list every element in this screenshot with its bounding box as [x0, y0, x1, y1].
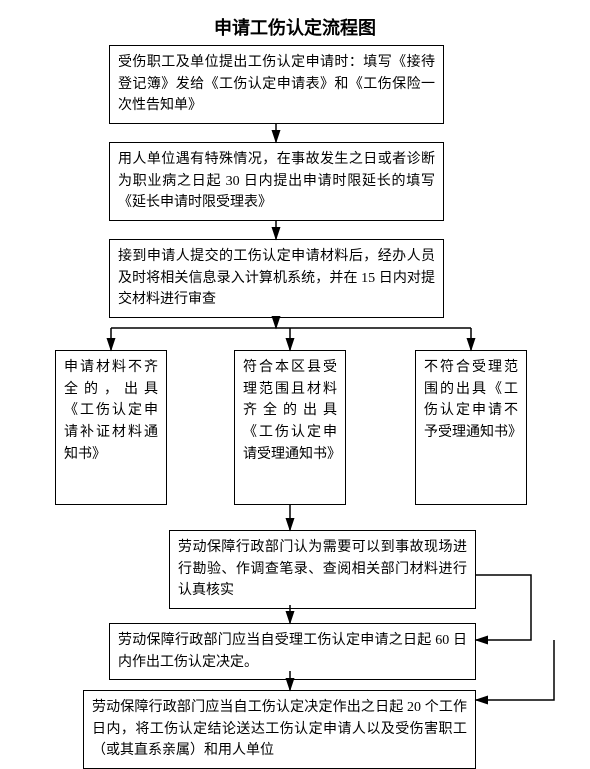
node-branch-rejected: 不符合受理范围的出具《工伤认定申请不予受理通知书》 — [415, 350, 527, 505]
node-step5: 劳动保障行政部门应当自受理工伤认定申请之日起 60 日内作出工伤认定决定。 — [109, 623, 476, 680]
chart-title: 申请工伤认定流程图 — [0, 14, 590, 40]
node-step6: 劳动保障行政部门应当自工伤认定决定作出之日起 20 个工作日内，将工伤认定结论送… — [83, 690, 476, 769]
node-step2: 用人单位遇有特殊情况，在事故发生之日或者诊断为职业病之日起 30 日内提出申请时… — [109, 142, 444, 221]
node-step4: 劳动保障行政部门认为需要可以到事故现场进行勘验、作调查笔录、查阅相关部门材料进行… — [169, 530, 476, 609]
node-step1: 受伤职工及单位提出工伤认定申请时：填写《接待登记簿》发给《工伤认定申请表》和《工… — [109, 45, 444, 124]
node-branch-accepted: 符合本区县受理范围且材料齐全的出具《工伤认定申请受理通知书》 — [234, 350, 346, 505]
node-branch-incomplete: 申请材料不齐全的，出具《工伤认定申请补证材料通知书》 — [55, 350, 167, 505]
node-step3: 接到申请人提交的工伤认定申请材料后，经办人员及时将相关信息录入计算机系统，并在 … — [109, 239, 444, 318]
flowchart-container: 申请工伤认定流程图 受伤职工及单位提出工伤认定申请时：填写《接待登记簿》发给《工… — [0, 0, 590, 769]
